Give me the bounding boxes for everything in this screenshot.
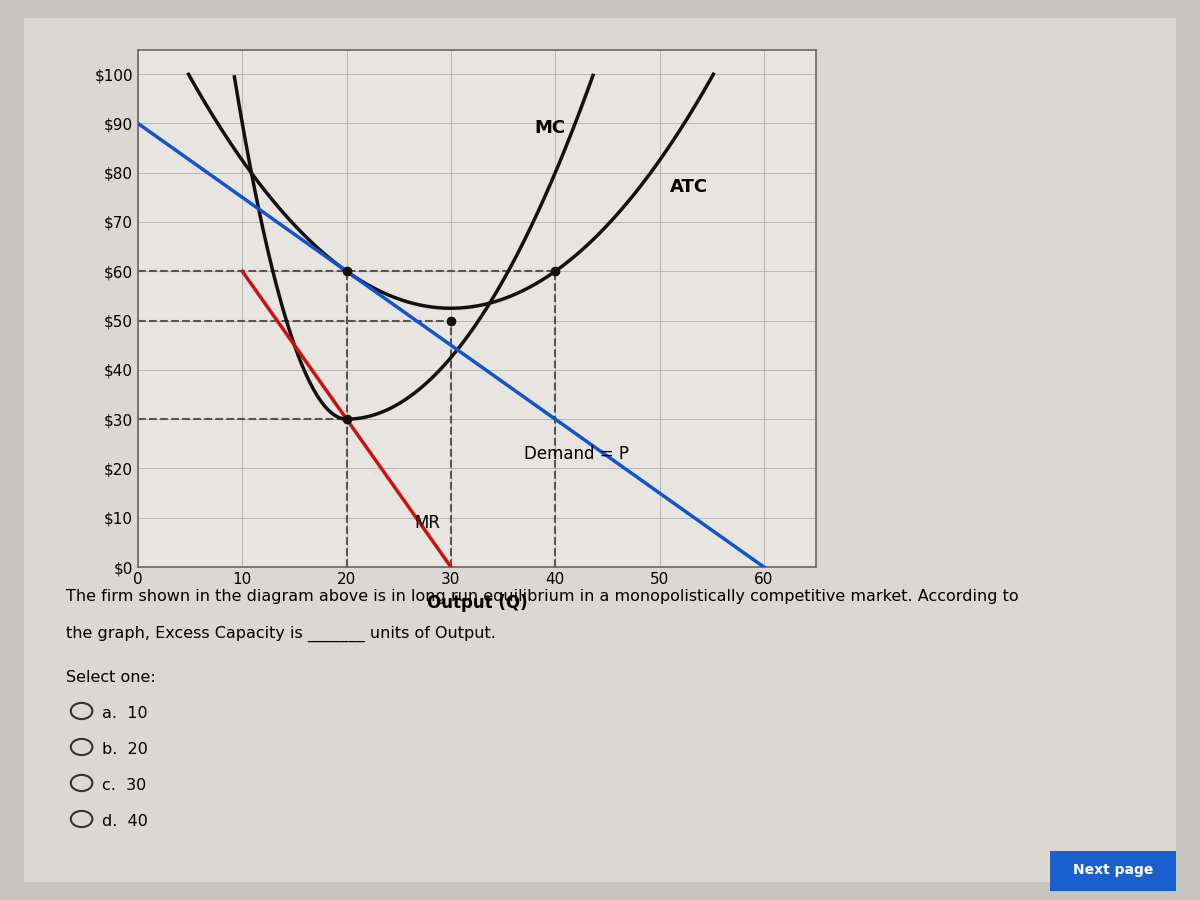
Text: MR: MR bbox=[414, 514, 440, 532]
Text: MC: MC bbox=[534, 120, 565, 138]
Text: Next page: Next page bbox=[1074, 863, 1153, 878]
Text: a.  10: a. 10 bbox=[102, 706, 148, 722]
Text: c.  30: c. 30 bbox=[102, 778, 146, 794]
Text: Select one:: Select one: bbox=[66, 670, 156, 686]
Text: ATC: ATC bbox=[670, 178, 708, 196]
Text: d.  40: d. 40 bbox=[102, 814, 148, 830]
Text: the graph, Excess Capacity is _______ units of Output.: the graph, Excess Capacity is _______ un… bbox=[66, 626, 496, 642]
Text: Demand = P: Demand = P bbox=[524, 445, 629, 463]
X-axis label: Output (Q): Output (Q) bbox=[427, 594, 527, 612]
Text: The firm shown in the diagram above is in long run equilibrium in a monopolistic: The firm shown in the diagram above is i… bbox=[66, 590, 1019, 605]
Text: b.  20: b. 20 bbox=[102, 742, 148, 758]
